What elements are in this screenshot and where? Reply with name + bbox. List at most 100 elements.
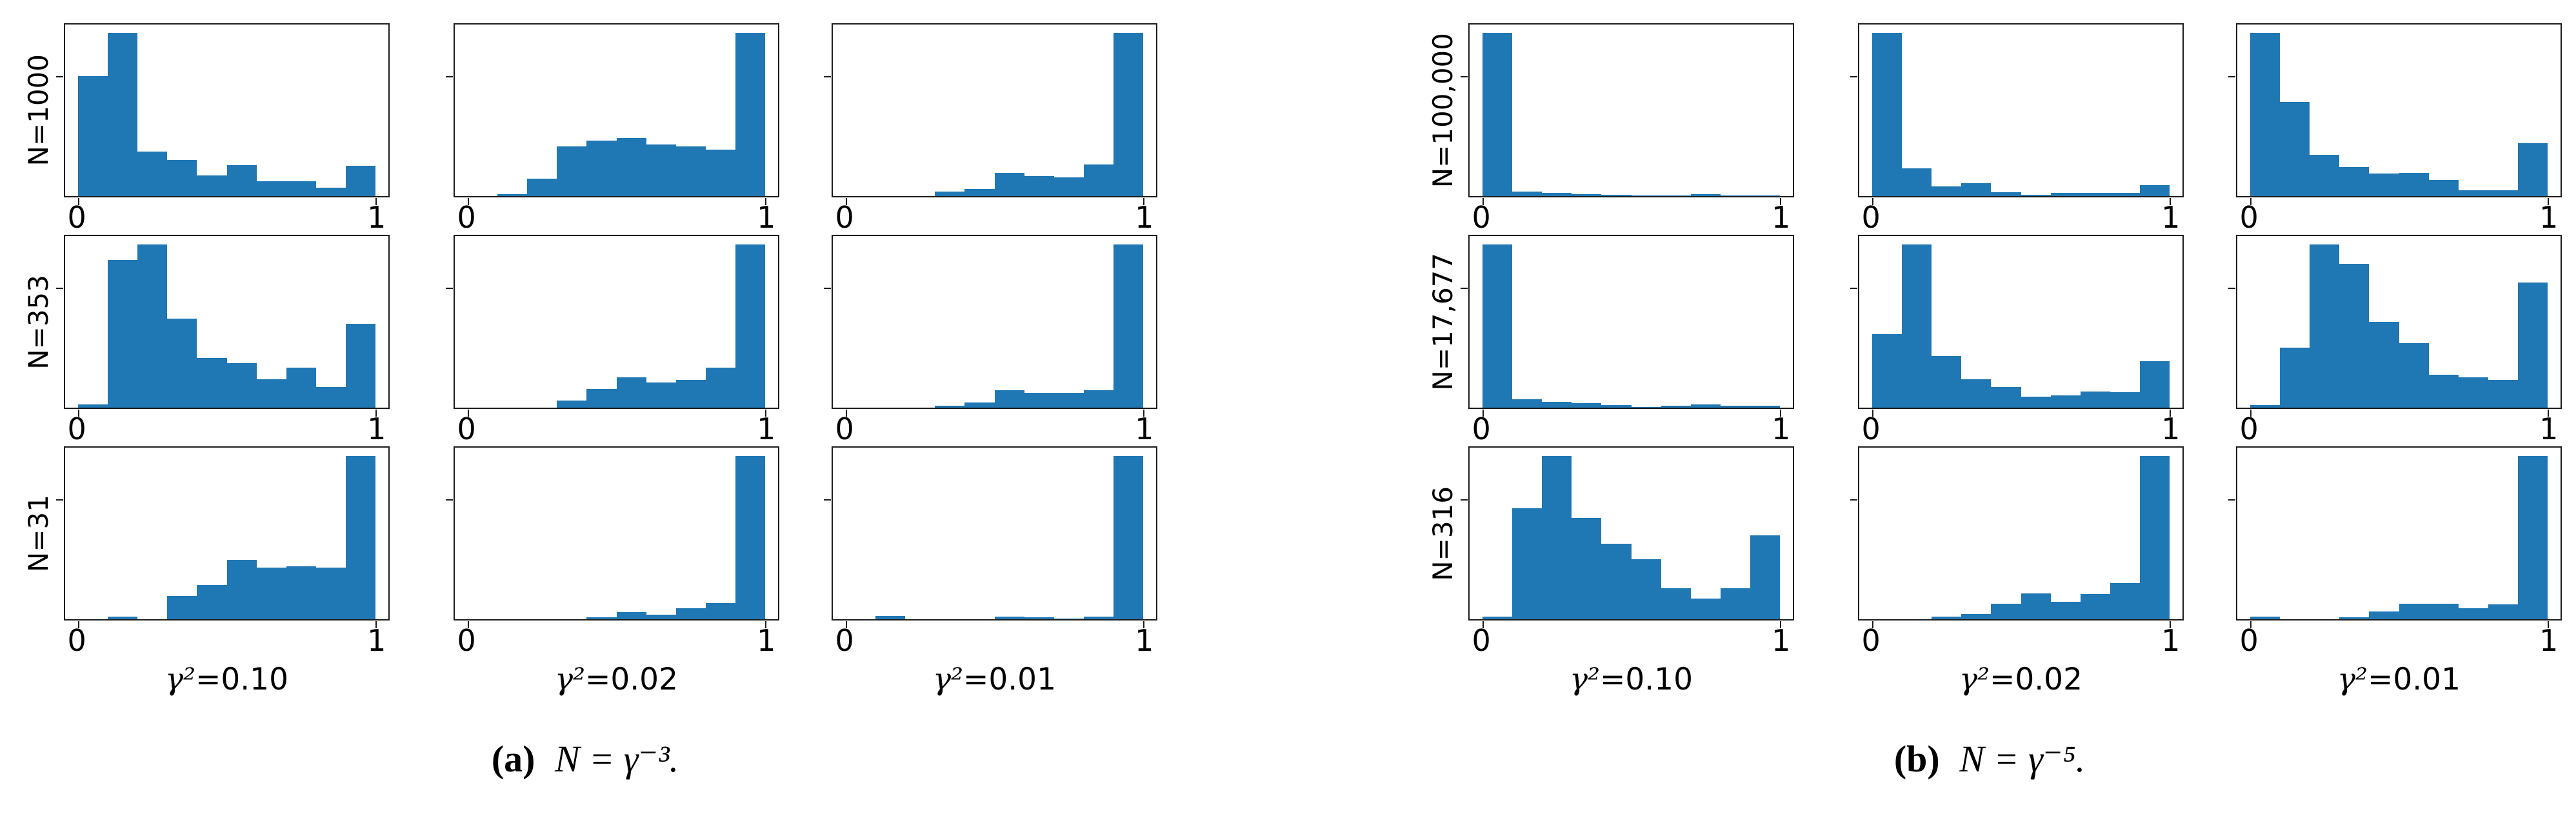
- x-axis-tick-0: [468, 410, 470, 417]
- bar: [226, 165, 257, 196]
- bar: [1083, 164, 1113, 196]
- x-tick-label-0: 0: [2239, 412, 2259, 446]
- subplot-gap: [1794, 409, 1858, 446]
- bar: [1113, 33, 1143, 196]
- y-axis-tick: [1461, 75, 1468, 78]
- bar: [2458, 377, 2488, 408]
- y-axis-tick: [56, 75, 63, 78]
- bar: [1991, 192, 2021, 196]
- x-tick-label-0: 0: [1472, 200, 1491, 235]
- subplot-gap: [779, 409, 832, 446]
- x-axis-tick-1: [764, 410, 767, 417]
- bar: [616, 377, 646, 408]
- x-tick-label-1: 1: [1772, 412, 1791, 446]
- row-label-column-spacer: [13, 409, 64, 446]
- bar: [1961, 379, 1992, 408]
- bar: [1661, 406, 1691, 408]
- subplot-gap: [779, 235, 832, 409]
- x-tick-label-1: 1: [2539, 200, 2559, 235]
- bar: [1024, 393, 1054, 408]
- x-axis-tick-0: [1483, 198, 1484, 205]
- y-axis-tick: [1850, 499, 1857, 501]
- histogram-subplot: [1461, 235, 1794, 417]
- x-axis-tick-1: [2547, 198, 2550, 205]
- row-label-column-spacer: [13, 197, 64, 235]
- x-tick-label-1: 1: [2161, 623, 2181, 658]
- histogram-subplot: [1461, 446, 1794, 628]
- gamma-squared-column-label: γ²=0.10: [165, 662, 288, 697]
- bar: [2139, 456, 2170, 619]
- gamma-squared-value: =0.01: [2367, 661, 2461, 697]
- gamma-squared-symbol: γ²: [555, 661, 585, 697]
- row-label-column: N=100,000: [1417, 23, 1468, 197]
- column-label-cell: γ²=0.10: [64, 662, 390, 697]
- x-axis-tick-0: [1872, 410, 1874, 417]
- y-axis-tick: [1461, 287, 1468, 290]
- column-label-cell: γ²=0.01: [2236, 662, 2562, 697]
- bar: [2339, 263, 2370, 408]
- bar: [2488, 604, 2518, 619]
- histogram-subplot: [824, 235, 1157, 417]
- histogram-grid-a: N=1000 0 1 0 1 0 1 N=353 0 1 0 1 0 1 N=31 0 1 0 1 0 1 γ²=0.10…: [13, 0, 1157, 700]
- y-axis-tick: [56, 287, 63, 290]
- subplot-gap: [779, 23, 832, 197]
- bar: [1083, 617, 1113, 619]
- bar: [137, 151, 168, 196]
- bar: [226, 362, 257, 408]
- subplot-gap: [390, 409, 454, 446]
- gamma-squared-column-label: γ²=0.10: [1570, 662, 1693, 697]
- bar: [2517, 282, 2548, 408]
- bar: [2399, 604, 2429, 619]
- subplot-gap: [2184, 235, 2236, 409]
- x-axis-tick-0: [1483, 621, 1484, 628]
- x-axis-tick-0: [468, 621, 470, 628]
- histogram-bars: [2250, 25, 2548, 196]
- gamma-squared-symbol: γ²: [2337, 661, 2368, 697]
- x-tick-label-1: 1: [2539, 623, 2559, 658]
- x-tick-label-0: 0: [835, 623, 854, 658]
- histogram-bars: [1872, 25, 2170, 196]
- bar: [586, 388, 617, 408]
- bar: [1113, 244, 1143, 408]
- bar: [256, 181, 286, 196]
- bar: [2369, 611, 2399, 619]
- gamma-squared-column-label: γ²=0.01: [933, 662, 1056, 697]
- bar: [1720, 588, 1750, 619]
- gamma-squared-value: =0.10: [1599, 661, 1693, 697]
- x-tick-label-0: 0: [1861, 412, 1881, 446]
- bar: [2428, 604, 2459, 619]
- x-tick-label-0: 0: [2239, 623, 2259, 658]
- x-tick-label-1: 1: [757, 623, 776, 658]
- bar: [315, 387, 346, 408]
- bar: [2488, 190, 2518, 196]
- x-tick-label-0: 0: [1861, 623, 1881, 658]
- x-tick-label-1: 1: [367, 200, 386, 235]
- y-axis-tick: [446, 287, 453, 290]
- chart-row: N=316: [1417, 446, 2562, 628]
- x-tick-label-1: 1: [1135, 412, 1154, 446]
- gamma-squared-symbol: γ²: [1570, 661, 1600, 697]
- x-tick-label-1: 1: [1135, 623, 1154, 658]
- histogram-subplot: [56, 446, 390, 628]
- column-label-cell: γ²=0.10: [1468, 662, 1794, 697]
- subplot-gap: [390, 446, 454, 620]
- x-tick-label-0: 0: [1861, 200, 1881, 235]
- bar: [705, 150, 735, 196]
- bar: [1661, 588, 1691, 619]
- x-axis-tick-1: [764, 198, 767, 205]
- bar: [2517, 456, 2548, 619]
- histogram-subplot: [1850, 446, 2184, 628]
- x-axis-tick-0: [1872, 198, 1874, 205]
- histogram-subplot: [1461, 23, 1794, 205]
- bar: [2428, 179, 2459, 196]
- bar: [2080, 391, 2110, 408]
- caption-b: (b) N = γ⁻⁵.: [1417, 737, 2562, 780]
- bar: [78, 404, 108, 408]
- bar: [2110, 193, 2140, 196]
- bar: [675, 146, 706, 196]
